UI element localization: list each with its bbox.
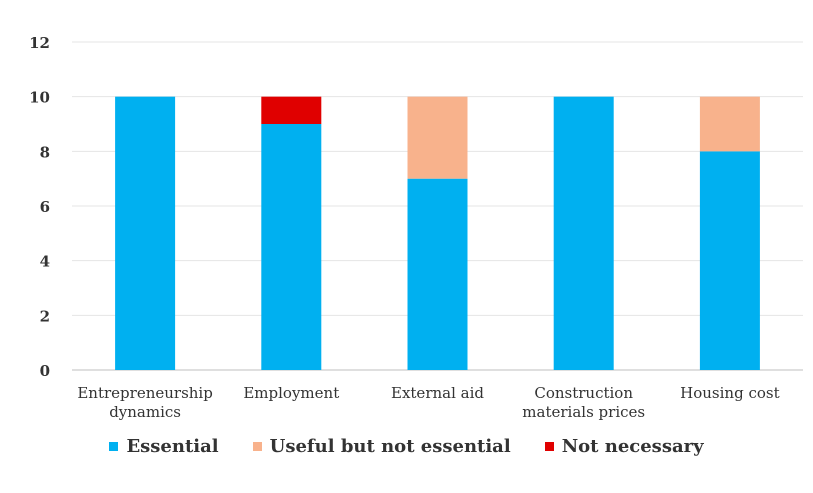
x-tick-label: Employment <box>243 384 339 402</box>
legend-label-essential: Essential <box>126 436 219 457</box>
y-tick-label: 12 <box>29 34 50 52</box>
y-tick-label: 8 <box>40 143 50 161</box>
legend: Essential Useful but not essential Not n… <box>0 436 813 457</box>
bar-segment <box>407 96 468 179</box>
bar-segment <box>699 151 760 370</box>
legend-label-not-necessary: Not necessary <box>561 436 704 457</box>
bar-segment <box>407 178 468 370</box>
y-tick-label: 0 <box>40 362 50 380</box>
legend-item-not-necessary: Not necessary <box>544 436 704 457</box>
bar-segment <box>553 96 614 371</box>
legend-item-useful: Useful but not essential <box>252 436 511 457</box>
bar-segment <box>115 96 176 371</box>
legend-swatch-essential <box>109 442 119 451</box>
y-tick-label: 10 <box>29 89 50 107</box>
legend-label-useful: Useful but not essential <box>269 436 511 457</box>
legend-swatch-useful <box>252 442 262 451</box>
legend-item-essential: Essential <box>109 436 219 457</box>
bar-segment <box>699 96 760 152</box>
x-tick-label: Entrepreneurship dynamics <box>77 384 212 421</box>
y-tick-label: 4 <box>40 253 50 271</box>
y-tick-label: 6 <box>40 198 50 216</box>
x-tick-label: Construction materials prices <box>522 384 645 421</box>
y-tick-label: 2 <box>40 307 50 325</box>
x-tick-label: Housing cost <box>680 384 779 402</box>
bar-segment <box>261 124 322 370</box>
bar-segment <box>261 96 322 124</box>
x-tick-label: External aid <box>391 384 484 402</box>
legend-swatch-not-necessary <box>544 442 554 451</box>
